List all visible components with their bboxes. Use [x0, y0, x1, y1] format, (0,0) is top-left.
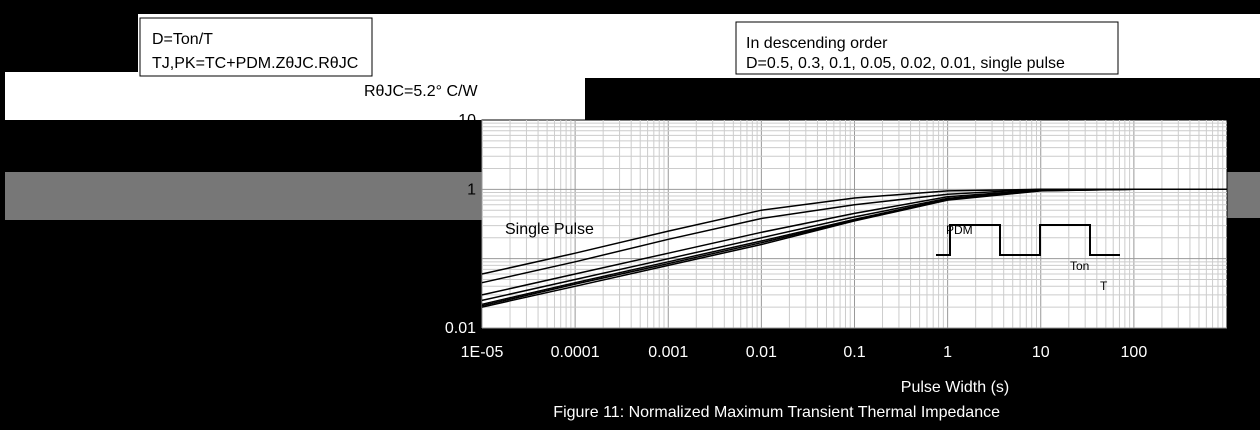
rthjc-label: RθJC=5.2° C/W [364, 83, 478, 100]
y-tick-label: 1 [467, 181, 476, 198]
peak-formula: TJ,PK=TC+PDM.ZθJC.RθJC [152, 55, 358, 72]
y-tick-labels: 10 1 0.1 0.01 [445, 112, 476, 337]
x-tick-labels: 1E-05 0.0001 0.001 0.01 0.1 1 10 100 [461, 344, 1148, 361]
order-box [735, 21, 1119, 75]
upper-left-band [5, 72, 585, 120]
formula-box [139, 17, 373, 77]
x-tick-label: 10 [1032, 344, 1050, 361]
x-tick-label: 0.1 [843, 344, 865, 361]
y-tick-label: 0.01 [445, 320, 476, 337]
order-list: D=0.5, 0.3, 0.1, 0.05, 0.02, 0.01, singl… [746, 55, 1065, 72]
pulse-diagram: PDM Ton T [936, 223, 1120, 293]
y-tick-label: 0.1 [454, 251, 476, 268]
middle-left-band [5, 172, 525, 220]
y-tick-label: 10 [458, 112, 476, 129]
grid [481, 120, 1227, 329]
single-pulse-label: Single Pulse [505, 221, 594, 238]
x-tick-label: 0.01 [746, 344, 777, 361]
order-title: In descending order [746, 35, 888, 52]
ton-label: Ton [1070, 259, 1089, 273]
x-tick-label: 0.0001 [551, 344, 600, 361]
x-axis-label: Pulse Width (s) [901, 379, 1009, 396]
pulse-waveform [936, 224, 1120, 256]
x-tick-label: 0.001 [648, 344, 688, 361]
x-tick-label: 100 [1121, 344, 1148, 361]
pdm-label: PDM [946, 223, 973, 237]
x-tick-label: 1E-05 [461, 344, 504, 361]
series-line-single-pulse [481, 188, 1227, 308]
y-axis-label: Normalized Transient Thermal Resistance [17, 0, 34, 70]
duty-formula: D=Ton/T [152, 31, 213, 48]
series-group [481, 188, 1227, 308]
period-label: T [1100, 279, 1108, 293]
x-tick-label: 1 [943, 344, 952, 361]
figure-caption: Figure 11: Normalized Maximum Transient … [553, 404, 1000, 421]
